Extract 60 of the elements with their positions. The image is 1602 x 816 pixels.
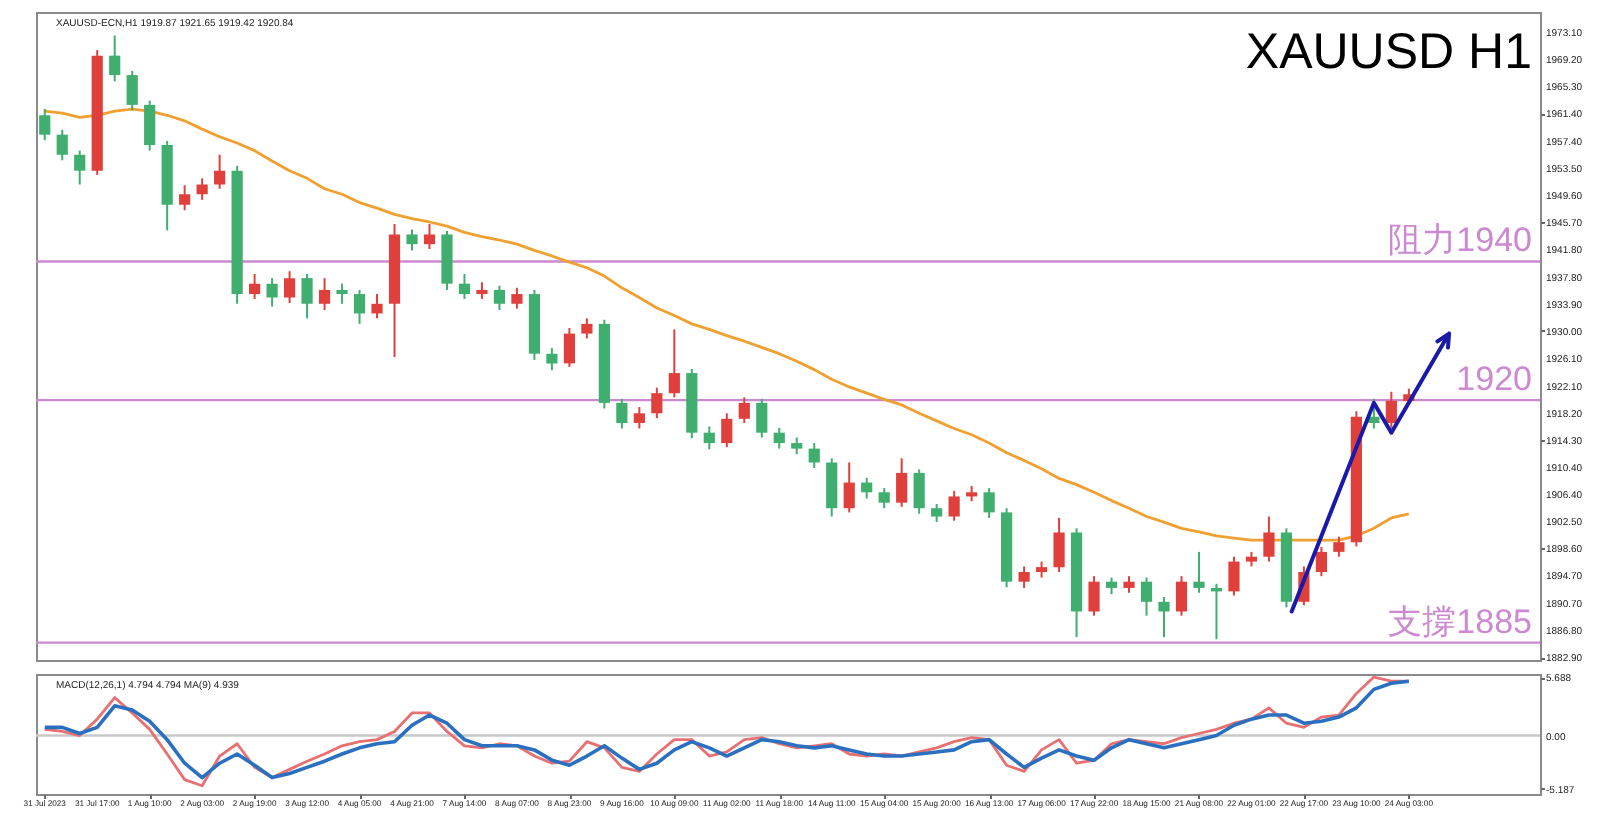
candlestick — [616, 397, 628, 430]
candlestick — [353, 288, 366, 325]
candlestick — [931, 503, 943, 524]
candlestick — [1175, 575, 1188, 617]
candlestick — [721, 412, 733, 449]
candlestick — [423, 223, 436, 251]
candlestick — [843, 461, 855, 514]
candlestick — [1018, 565, 1030, 589]
candlestick — [511, 286, 523, 310]
candlestick — [983, 487, 995, 519]
candlestick — [633, 406, 645, 430]
candlestick — [1158, 595, 1170, 639]
candlestick — [493, 284, 506, 312]
candlestick — [756, 397, 768, 439]
candlestick — [826, 457, 838, 518]
candlestick — [371, 293, 383, 320]
ref-line-label: 1920 — [1456, 360, 1532, 399]
candlestick — [39, 108, 51, 142]
candlestick — [1315, 546, 1327, 578]
candlestick — [563, 327, 575, 368]
candlestick — [1053, 516, 1065, 573]
candlestick — [196, 177, 208, 201]
candlestick — [283, 270, 296, 305]
candlestick — [318, 277, 331, 312]
candlestick — [1228, 555, 1240, 597]
candlestick — [703, 425, 715, 451]
candlestick — [1088, 575, 1100, 617]
candlestick — [808, 442, 820, 470]
candlestick — [651, 386, 663, 420]
candlestick — [56, 128, 68, 162]
candlestick — [1263, 515, 1275, 563]
candlestick — [546, 347, 558, 372]
candlestick — [266, 277, 278, 308]
candlestick — [896, 457, 908, 508]
candlestick — [1385, 390, 1397, 429]
candlestick — [249, 272, 261, 300]
candlestick — [109, 34, 121, 83]
candlestick — [773, 426, 785, 450]
candlestick — [581, 317, 593, 340]
candlestick — [336, 282, 348, 305]
ref-line-label: 阻力1940 — [1388, 221, 1532, 260]
candlestick — [144, 99, 156, 152]
chart-title: XAUUSD H1 — [1245, 24, 1532, 80]
candlestick — [74, 149, 86, 186]
candlestick — [406, 228, 418, 252]
candlestick — [179, 184, 191, 212]
candlestick — [738, 396, 750, 424]
candlestick — [1333, 535, 1345, 558]
candlestick — [913, 468, 925, 515]
candlestick — [878, 487, 890, 510]
candlestick — [301, 272, 313, 320]
candlestick — [214, 153, 226, 190]
candlestick — [668, 328, 680, 399]
candlestick — [458, 272, 471, 300]
candlestick — [1140, 576, 1153, 617]
candlestick — [126, 69, 138, 112]
candlestick — [1193, 550, 1205, 594]
candlestick — [861, 476, 873, 500]
ref-line-label: 支撐1885 — [1388, 602, 1532, 641]
candlestick — [948, 489, 960, 522]
